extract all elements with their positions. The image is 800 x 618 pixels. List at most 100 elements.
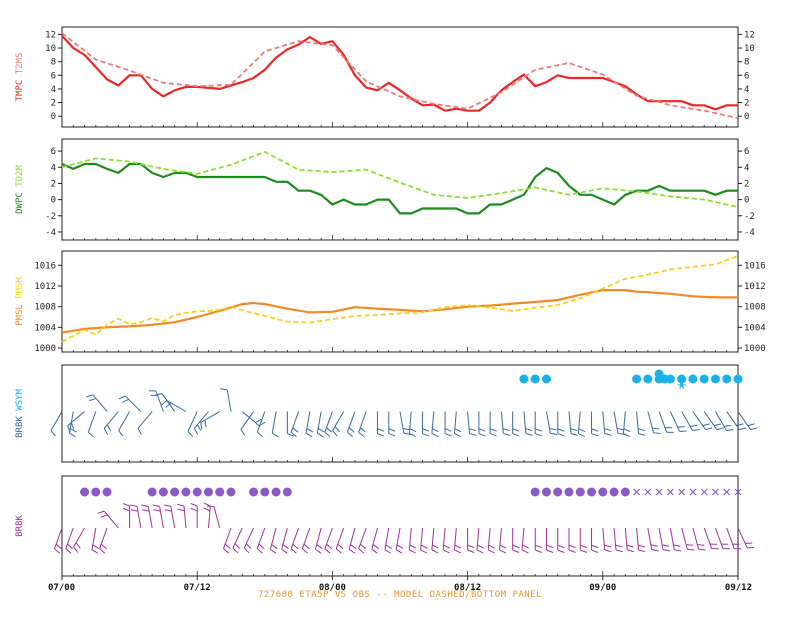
wind-barb <box>161 400 187 412</box>
x-tick-label: 08/12 <box>454 583 481 593</box>
barb-shaft <box>399 411 405 434</box>
weather-symbol-dot <box>102 487 112 497</box>
barb-flag <box>686 544 694 546</box>
wind-barb <box>703 527 719 550</box>
barb-flag <box>358 548 365 554</box>
barb-flag <box>580 549 587 553</box>
barb-flag <box>388 433 396 437</box>
y-tick-label-right: 2 <box>744 99 749 109</box>
panel-5: BRBK <box>15 475 755 577</box>
barb-flag <box>282 544 289 550</box>
wind-barb <box>346 411 356 438</box>
wind-barb <box>281 527 289 554</box>
barb-flag <box>477 544 484 549</box>
wind-barb <box>324 411 333 438</box>
barb-flag <box>615 544 623 548</box>
barb-shaft <box>545 411 551 434</box>
wind-barb <box>243 527 254 554</box>
wind-barb <box>376 411 385 437</box>
barb-flag <box>454 544 462 549</box>
barb-flag <box>55 543 62 550</box>
barb-flag <box>623 433 630 437</box>
wind-barb <box>577 411 586 437</box>
wind-barb <box>232 527 243 554</box>
wind-barb <box>68 411 77 438</box>
series-line-pmsm <box>61 255 739 343</box>
barb-flag <box>106 424 112 432</box>
barb-flag <box>377 428 385 432</box>
barb-flag <box>604 428 612 432</box>
weather-symbol-cross <box>712 488 719 496</box>
barb-flag <box>578 428 586 433</box>
wind-barb <box>358 527 367 554</box>
barb-shaft <box>183 506 187 529</box>
barb-shaft <box>602 527 606 550</box>
wind-barb <box>384 527 393 554</box>
y-axis-label: BRBK <box>15 515 25 537</box>
wind-barb <box>54 527 63 554</box>
wind-barb <box>568 411 578 436</box>
barb-flag <box>522 544 529 549</box>
barb-flag <box>525 432 533 436</box>
wind-barb <box>737 527 755 549</box>
barb-flag <box>224 543 231 550</box>
x-tick-label: 09/12 <box>725 583 752 593</box>
barb-flag <box>70 422 75 430</box>
wind-barb <box>489 411 497 437</box>
barb-shaft <box>147 506 153 529</box>
cross-stroke <box>689 488 697 496</box>
weather-symbol-cross <box>700 488 708 496</box>
weather-symbol-dot <box>249 487 259 497</box>
barb-flag <box>292 543 299 550</box>
panel-4: BRBK WSYM <box>15 364 758 463</box>
panel-frame <box>61 138 739 241</box>
wind-barb <box>290 527 300 554</box>
wind-barb <box>669 411 687 432</box>
wind-barb <box>545 528 554 553</box>
wind-barb <box>681 411 700 432</box>
barb-flag <box>256 548 263 554</box>
wind-barb <box>669 527 682 552</box>
wind-barb <box>332 411 345 437</box>
barb-flag <box>580 544 587 549</box>
y-tick-label-right: 1004 <box>744 323 766 333</box>
barb-flag <box>409 428 417 433</box>
barb-shaft <box>65 527 74 549</box>
weather-symbol-dot <box>598 487 608 497</box>
y-tick-label-right: 8 <box>744 58 749 68</box>
y-tick-label-right: 12 <box>744 30 755 40</box>
barb-flag <box>604 549 612 553</box>
wind-barb <box>314 527 323 554</box>
barb-flag <box>317 432 324 438</box>
barb-flag <box>324 548 331 554</box>
panel-frame <box>61 250 739 353</box>
barb-flag <box>489 428 497 432</box>
weather-symbol-dot <box>158 487 168 497</box>
barb-flag <box>697 544 705 546</box>
barb-flag <box>650 544 658 547</box>
barb-flag <box>525 428 533 432</box>
barb-flag <box>705 427 713 431</box>
y-tick-label-left: 10 <box>45 44 56 54</box>
barb-flag <box>443 544 451 549</box>
barb-shaft <box>408 527 412 550</box>
barb-shaft <box>226 389 232 412</box>
weather-symbol-cross <box>655 488 663 496</box>
wind-barb <box>715 411 734 432</box>
barb-flag <box>499 544 507 549</box>
wind-barb <box>86 394 108 412</box>
wind-barb <box>137 411 153 435</box>
barb-flag <box>245 543 252 549</box>
barb-flag <box>570 432 578 436</box>
cross-stroke <box>678 488 686 496</box>
wind-barb <box>613 527 623 553</box>
barb-flag <box>713 423 721 427</box>
barb-flag <box>270 548 277 554</box>
barb-shaft <box>703 527 713 549</box>
barb-flag <box>137 428 142 435</box>
wind-barb <box>512 411 520 437</box>
wind-barb <box>335 527 345 554</box>
weather-symbol-dot <box>170 487 180 497</box>
y-tick-label-right: -2 <box>744 212 755 222</box>
barb-flag <box>432 428 439 433</box>
